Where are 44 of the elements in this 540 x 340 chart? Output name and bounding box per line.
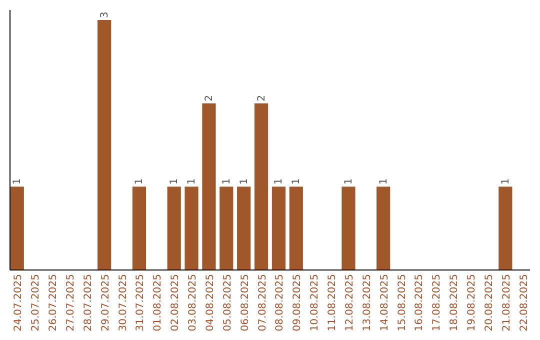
data-label: 1 (291, 178, 302, 185)
data-label: 3 (99, 12, 110, 18)
data-label: 1 (221, 178, 232, 185)
x-tick-label: 09.08.2025 (292, 274, 304, 332)
x-tick-label: 05.08.2025 (222, 274, 234, 332)
data-label: 1 (134, 178, 146, 185)
data-label: 1 (378, 178, 390, 185)
x-tick-label: 26.07.2025 (48, 274, 60, 332)
data-label: 1 (12, 178, 24, 185)
x-tick-label: 03.08.2025 (188, 274, 199, 332)
x-tick-label: 12.08.2025 (344, 274, 356, 332)
data-label: 2 (204, 94, 215, 102)
data-label: 1 (343, 178, 354, 185)
x-tick-label: 18.08.2025 (449, 274, 460, 332)
x-tick-label: 17.08.2025 (432, 274, 443, 332)
x-tick-label: 02.08.2025 (170, 274, 182, 332)
x-tick-label: 10.08.2025 (310, 274, 321, 332)
x-tick-label: 20.08.2025 (484, 274, 495, 332)
x-tick-label: 04.08.2025 (204, 274, 216, 332)
x-tick-label: 14.08.2025 (379, 274, 390, 332)
x-tick-label: 30.07.2025 (118, 274, 129, 332)
x-tick-label: 24.07.2025 (13, 274, 24, 332)
x-tick-label: 25.07.2025 (30, 274, 42, 332)
x-tick-label: 28.07.2025 (82, 274, 94, 332)
x-tick-label: 01.08.2025 (152, 274, 164, 332)
x-tick-label: 08.08.2025 (274, 274, 286, 332)
x-tick-label: 15.08.2025 (396, 274, 408, 332)
x-tick-label: 13.08.2025 (362, 274, 373, 332)
x-tick-label: 19.08.2025 (466, 274, 478, 332)
data-label: 1 (169, 178, 180, 185)
x-tick-label: 29.07.2025 (100, 274, 112, 332)
x-tick-label: 06.08.2025 (240, 274, 251, 332)
x-tick-label: 22.08.2025 (518, 274, 530, 332)
data-label: 1 (274, 178, 285, 185)
data-label: 1 (500, 178, 512, 185)
x-tick-label: 31.07.2025 (135, 274, 146, 332)
x-tick-label: 27.07.2025 (65, 274, 76, 332)
data-label: 1 (186, 178, 198, 185)
data-label: 1 (238, 178, 250, 185)
x-tick-label: 21.08.2025 (501, 274, 512, 332)
x-tick-label: 07.08.2025 (257, 274, 268, 332)
x-tick-label: 16.08.2025 (414, 274, 426, 332)
x-tick-label: 11.08.2025 (327, 274, 338, 332)
data-label: 2 (256, 94, 268, 102)
